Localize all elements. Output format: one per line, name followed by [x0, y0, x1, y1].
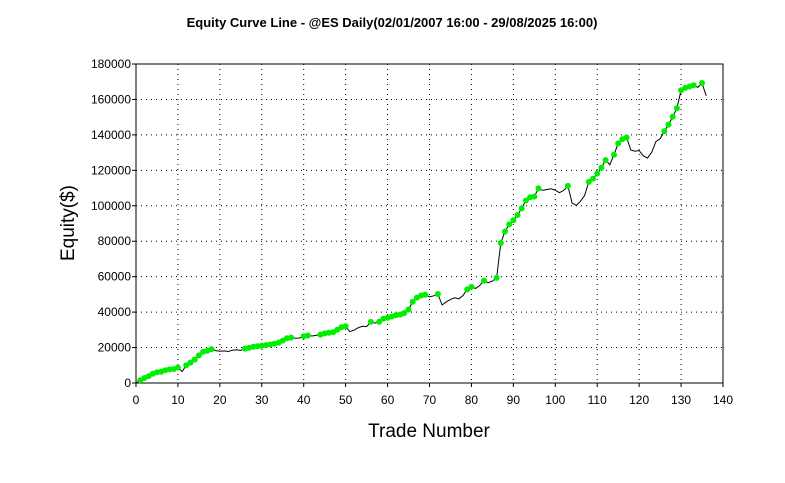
new-high-marker	[690, 82, 697, 89]
x-tick-label: 100	[545, 393, 565, 407]
y-tick-label: 100000	[91, 199, 131, 213]
new-high-marker	[594, 170, 601, 177]
new-high-marker	[174, 364, 181, 371]
x-axis-label: Trade Number	[368, 421, 490, 442]
new-high-marker	[405, 306, 412, 313]
x-tick-label: 20	[213, 393, 227, 407]
y-tick-label: 80000	[98, 234, 132, 248]
new-high-marker	[611, 151, 617, 158]
grid-lines	[136, 64, 723, 383]
new-high-marker	[304, 332, 311, 339]
new-high-marker	[288, 334, 295, 341]
new-high-marker	[510, 217, 517, 224]
new-high-marker	[422, 291, 429, 298]
x-tick-label: 70	[423, 393, 437, 407]
new-high-marker	[497, 240, 504, 246]
new-high-marker	[191, 356, 198, 363]
new-high-marker	[187, 359, 194, 366]
new-high-marker	[195, 352, 202, 359]
new-high-marker	[673, 105, 680, 112]
new-high-marker	[409, 298, 416, 305]
y-tick-labels: 0 20000 40000 60000 80000 100000 120000 140000 1…	[91, 57, 131, 390]
y-tick-label: 180000	[91, 57, 131, 71]
new-high-marker	[401, 310, 408, 316]
x-tick-label: 90	[507, 393, 521, 407]
new-high-marker	[585, 178, 592, 185]
chart-title: Equity Curve Line - @ES Daily(02/01/2007…	[187, 15, 598, 30]
new-high-marker	[493, 274, 500, 281]
new-high-marker	[590, 175, 596, 182]
marker-layer	[137, 80, 705, 384]
new-high-marker	[376, 318, 383, 325]
new-high-marker	[535, 185, 542, 192]
new-high-marker	[481, 277, 487, 284]
new-high-marker	[518, 205, 525, 212]
new-high-marker	[669, 113, 676, 120]
x-tick-label: 60	[381, 393, 395, 407]
new-high-marker	[661, 128, 668, 135]
x-tick-label: 0	[133, 393, 140, 407]
new-high-marker	[623, 134, 630, 141]
x-tick-label: 110	[588, 393, 607, 407]
new-high-marker	[615, 140, 622, 147]
x-tick-label: 140	[713, 393, 733, 407]
x-tick-label: 10	[171, 393, 185, 407]
new-high-marker	[208, 346, 215, 353]
y-tick-label: 0	[124, 376, 131, 390]
new-high-marker	[564, 182, 571, 189]
y-tick-label: 120000	[91, 163, 131, 177]
new-high-marker	[342, 323, 349, 330]
x-tick-label: 130	[671, 393, 691, 407]
y-tick-label: 60000	[98, 270, 132, 284]
y-axis-label: Equity($)	[58, 185, 79, 261]
y-tick-label: 20000	[98, 341, 132, 355]
new-high-marker	[434, 291, 441, 297]
x-tick-label: 50	[339, 393, 353, 407]
y-tick-label: 40000	[98, 305, 132, 319]
new-high-marker	[468, 283, 475, 290]
x-tick-label: 120	[629, 393, 649, 407]
new-high-marker	[522, 197, 529, 204]
new-high-marker	[502, 228, 508, 235]
new-high-marker	[531, 193, 538, 200]
y-tick-label: 160000	[91, 92, 131, 106]
x-tick-label: 80	[465, 393, 479, 407]
new-high-marker	[602, 157, 609, 164]
y-tick-label: 140000	[91, 128, 131, 142]
axis-ticks	[132, 63, 724, 387]
x-tick-label: 40	[297, 393, 311, 407]
new-high-marker	[665, 121, 672, 128]
x-tick-label: 30	[255, 393, 269, 407]
new-high-marker	[514, 212, 521, 218]
new-high-marker	[598, 164, 605, 171]
new-high-marker	[699, 80, 705, 86]
new-high-marker	[367, 318, 374, 325]
new-high-marker	[506, 221, 513, 228]
x-tick-labels: 0 10 20 30 40 50 60 70 80 90 100 110 120 130 140	[133, 393, 734, 407]
